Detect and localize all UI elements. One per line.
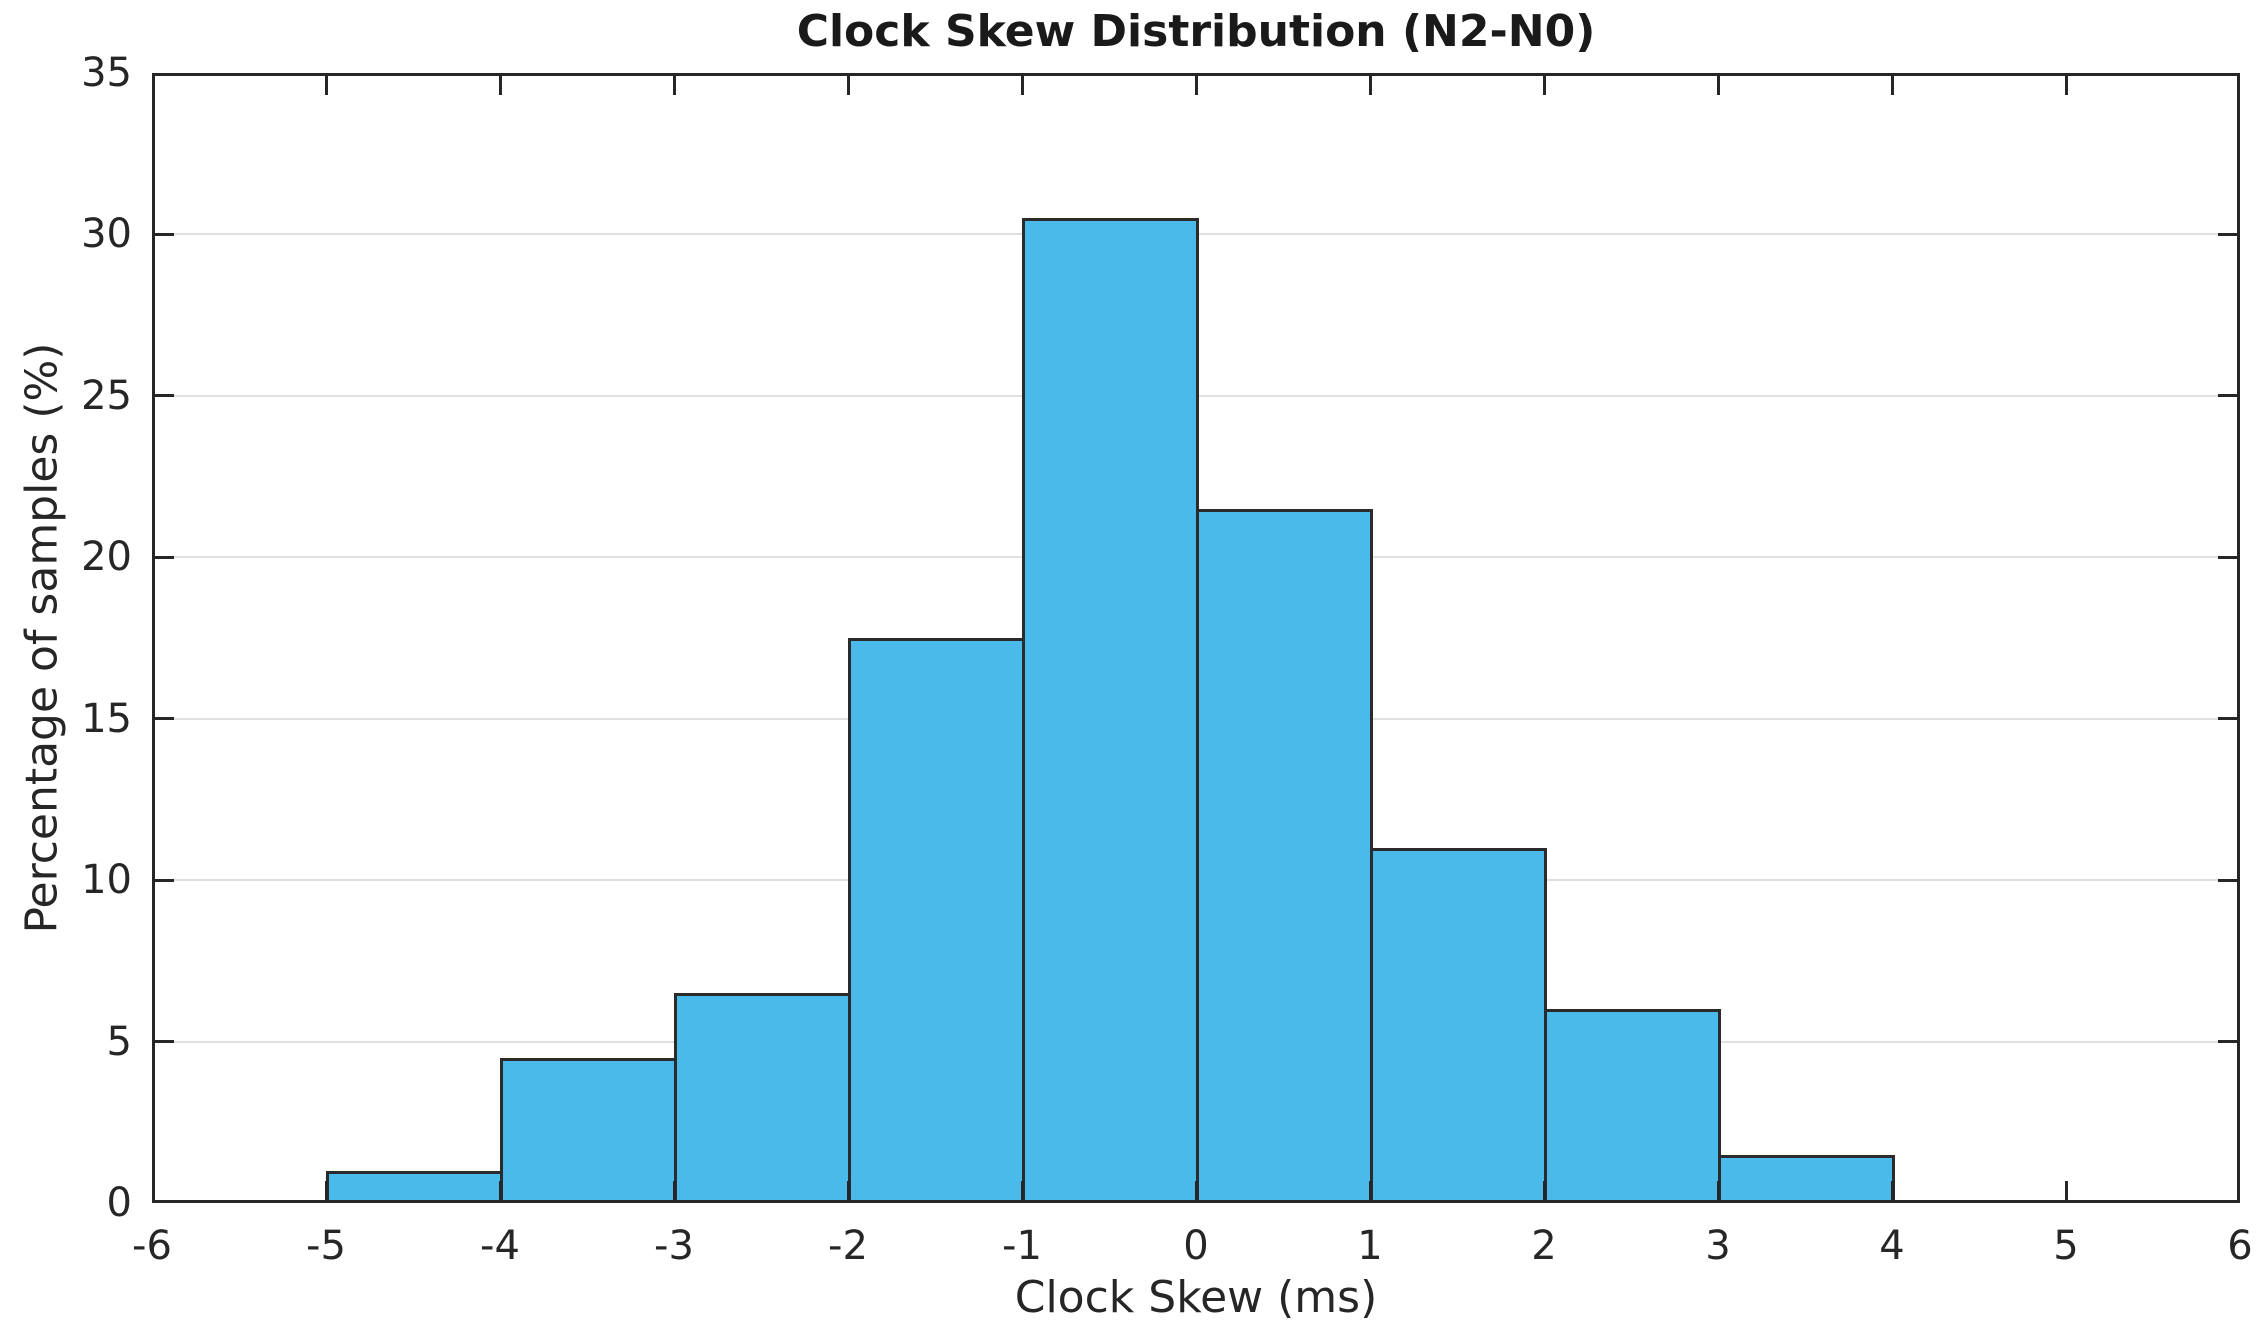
x-tick-mark xyxy=(324,1181,328,1203)
x-tick-mark xyxy=(498,73,502,95)
x-tick-label: 2 xyxy=(1531,1223,1557,1269)
histogram-bar xyxy=(500,1057,677,1203)
x-tick-mark xyxy=(846,73,850,95)
x-tick-mark xyxy=(498,1181,502,1203)
x-tick-mark xyxy=(1716,1181,1720,1203)
x-tick-mark xyxy=(1542,1181,1546,1203)
y-tick-mark xyxy=(2218,717,2240,721)
y-tick-mark xyxy=(2218,394,2240,398)
y-tick-mark xyxy=(152,232,174,236)
y-tick-mark xyxy=(152,394,174,398)
x-tick-label: -3 xyxy=(654,1223,694,1269)
x-tick-label: 3 xyxy=(1705,1223,1731,1269)
y-tick-mark xyxy=(2218,1040,2240,1044)
x-tick-mark xyxy=(672,73,676,95)
x-axis-label: Clock Skew (ms) xyxy=(1014,1272,1378,1323)
y-tick-label: 5 xyxy=(106,1018,132,1065)
x-tick-mark xyxy=(1890,73,1894,95)
y-tick-mark xyxy=(2218,232,2240,236)
x-tick-mark xyxy=(1716,73,1720,95)
histogram-bar xyxy=(848,638,1025,1203)
y-tick-mark xyxy=(2218,555,2240,559)
x-tick-label: -2 xyxy=(828,1223,868,1269)
histogram-bar xyxy=(326,1170,503,1203)
y-tick-mark xyxy=(152,555,174,559)
y-tick-label: 15 xyxy=(81,695,132,742)
y-tick-label: 10 xyxy=(81,857,132,904)
y-axis-label: Percentage of samples (%) xyxy=(16,342,68,934)
y-tick-mark xyxy=(2218,878,2240,882)
y-tick-mark xyxy=(152,1040,174,1044)
y-tick-label: 0 xyxy=(106,1180,132,1226)
chart-title: Clock Skew Distribution (N2-N0) xyxy=(796,6,1596,57)
y-tick-mark xyxy=(152,717,174,721)
x-tick-mark xyxy=(1542,73,1546,95)
histogram-bar xyxy=(674,993,851,1203)
x-tick-mark xyxy=(1194,73,1198,95)
histogram-bar xyxy=(1544,1009,1721,1203)
x-tick-mark xyxy=(1194,1181,1198,1203)
histogram-bar xyxy=(1370,847,1547,1203)
y-tick-mark xyxy=(152,878,174,882)
x-tick-label: -5 xyxy=(306,1223,346,1269)
histogram-bar xyxy=(1718,1154,1895,1203)
x-tick-mark xyxy=(1890,1181,1894,1203)
y-tick-label: 30 xyxy=(81,211,132,258)
x-tick-mark xyxy=(1368,73,1372,95)
plot-area xyxy=(152,73,2240,1203)
x-tick-label: -1 xyxy=(1002,1223,1042,1269)
x-tick-label: -4 xyxy=(480,1223,520,1269)
x-tick-label: 1 xyxy=(1357,1223,1383,1269)
x-tick-mark xyxy=(672,1181,676,1203)
y-tick-label: 20 xyxy=(81,534,132,581)
x-tick-mark xyxy=(324,73,328,95)
x-tick-label: 4 xyxy=(1879,1223,1905,1269)
x-tick-mark xyxy=(2064,73,2068,95)
y-tick-label: 25 xyxy=(81,372,132,419)
x-tick-mark xyxy=(846,1181,850,1203)
histogram-bar xyxy=(1196,508,1373,1203)
histogram-bar xyxy=(1022,218,1199,1203)
x-tick-mark xyxy=(1020,73,1024,95)
x-tick-label: -6 xyxy=(132,1223,172,1269)
y-tick-label: 35 xyxy=(81,50,132,96)
x-tick-label: 0 xyxy=(1183,1223,1209,1269)
x-tick-mark xyxy=(1020,1181,1024,1203)
x-tick-label: 6 xyxy=(2227,1223,2253,1269)
x-tick-label: 5 xyxy=(2053,1223,2079,1269)
x-tick-mark xyxy=(1368,1181,1372,1203)
x-tick-mark xyxy=(2064,1181,2068,1203)
